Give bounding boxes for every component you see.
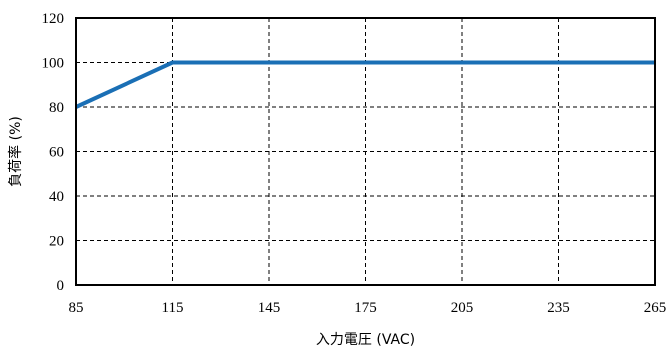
grid: [76, 18, 655, 285]
x-tick-label: 85: [69, 300, 84, 316]
x-tick-label: 175: [354, 300, 377, 316]
x-tick-label: 145: [258, 300, 281, 316]
x-axis-title: 入力電圧 (VAC): [316, 332, 415, 348]
y-tick-label: 100: [42, 56, 65, 72]
plot-frame: [75, 17, 656, 286]
y-tick-label: 80: [49, 100, 64, 116]
y-tick-label: 40: [49, 189, 64, 205]
x-tick-label: 235: [547, 300, 570, 316]
y-tick-label: 0: [57, 278, 65, 294]
y-tick-label: 120: [42, 11, 65, 27]
y-axis-title: 負荷率 (%): [7, 116, 24, 187]
x-tick-labels: 85 115 145 175 205 235 265: [69, 300, 667, 316]
x-tick-label: 115: [162, 300, 184, 316]
series-group: [75, 60, 655, 109]
y-tick-label: 20: [49, 234, 64, 250]
y-tick-labels: 0 20 40 60 80 100 120: [42, 11, 65, 294]
x-tick-label: 205: [451, 300, 474, 316]
y-tick-label: 60: [49, 145, 64, 161]
series-line: [75, 60, 655, 109]
x-tick-label: 265: [644, 300, 667, 316]
